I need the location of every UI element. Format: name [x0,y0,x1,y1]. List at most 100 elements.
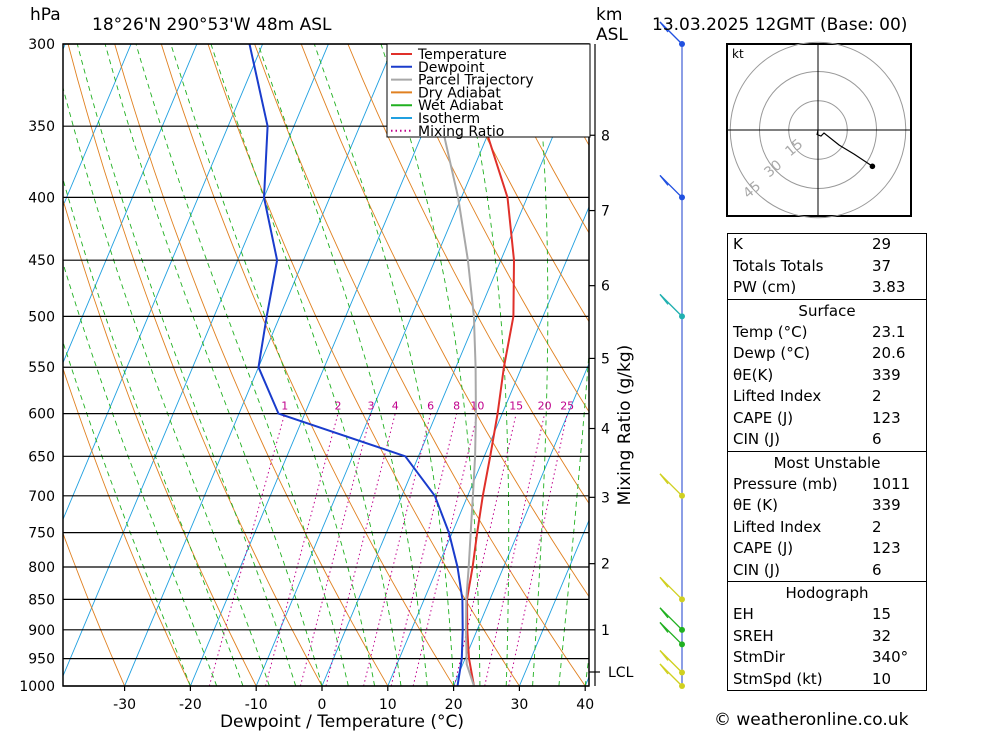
index-label: Totals Totals [733,256,824,275]
wind-barb-dot [679,41,685,47]
index-row: K 29 [728,234,926,256]
index-label: CIN (J) [733,430,781,448]
isotherm-line [0,7,15,686]
wet-adiabat-line [210,44,402,686]
index-label: StmSpd (kt) [733,669,823,688]
mixing-ratio-line [390,413,458,686]
pressure-tick-label: 850 [28,592,55,608]
mixing-ratio-axis-label: Mixing Ratio (g/kg) [615,345,635,506]
index-value: 123 [872,539,901,557]
legend-label: Isotherm [418,111,480,127]
pressure-tick-label: 300 [28,37,55,53]
legend-label: Dewpoint [418,60,485,76]
wet-adiabat-line [380,44,481,686]
wind-barb-flag [659,473,669,485]
mixing-ratio-line [484,413,546,686]
most-unstable-title: Most Unstable [773,453,881,472]
mixing-ratio-labels: 1 2 3 4 6 8 10 15 20 25 [281,400,574,413]
profile-parcel-trajectory [419,44,477,686]
wet-adiabat-line [104,44,323,686]
wet-adiabat-line [313,44,455,686]
mixing-ratio-value: 6 [427,400,434,413]
pressure-tick-label: 400 [28,190,55,206]
index-label: EH [733,605,754,623]
isotherm-line [387,205,589,686]
wind-barb-dot [679,313,685,320]
index-row: CIN (J) 6 [728,429,926,451]
index-label: Lifted Index [733,517,822,536]
dry-adiabat-line [954,44,1000,686]
pressure-tick-label: 600 [28,407,55,423]
surface-title: Surface [798,301,856,320]
pressure-tick-label: 550 [28,360,55,376]
hodograph-title: Hodograph [785,584,869,602]
wet-adiabat-line [170,44,376,686]
pressure-tick-label: 650 [28,449,55,465]
index-value: 339 [872,365,901,384]
index-row: SREH 32 [728,626,926,648]
pressure-tick-label: 950 [28,652,55,668]
pressure-unit-label: hPa [30,5,61,25]
mixing-ratio-value: 1 [281,400,288,413]
wet-adiabat-line [456,44,510,686]
temperature-tick-label: 30 [510,697,528,713]
temperature-tick-label: 40 [576,697,594,713]
wind-barb-dot [679,596,685,603]
credit-text: © weatheronline.co.uk [714,710,909,730]
isotherm-line [63,44,329,678]
dry-adiabat-line [160,44,454,686]
index-label: SREH [733,626,774,645]
index-label: CAPE (J) [733,539,794,557]
wind-barb-dot [679,492,685,499]
wet-adiabat-line [63,177,244,686]
index-row: θE (K) 339 [728,495,926,517]
dry-adiabat-line [67,44,323,686]
indices-table: K 29 Totals Totals 37 PW (cm) 3.83 Surface Te… [727,233,927,691]
location-title: 18°26'N 290°53'W 48m ASL [92,15,332,35]
index-label: Dewp (°C) [733,344,811,362]
index-value: 23.1 [872,322,906,341]
dry-adiabat-line [63,532,126,686]
hodograph-trace [816,129,873,167]
mixing-ratio-line [299,413,372,686]
dry-adiabat-line [487,44,589,234]
dry-adiabat-line [347,44,589,505]
wind-barb-flag [659,650,669,661]
pressure-tick-label: 900 [28,623,55,639]
pressure-tick-label: 350 [28,119,55,135]
dry-adiabat-line [63,198,257,686]
height-tick-label: 1 [601,623,610,639]
height-unit-label-asl: ASL [596,25,628,45]
index-row: CIN (J) 6 [728,560,926,582]
profile-lines [248,44,516,686]
temperature-tick-label: -30 [113,697,136,713]
pressure-tick-label: 1000 [19,679,55,695]
isotherm-line [63,44,132,208]
index-row: Lifted Index 2 [728,517,926,539]
index-row: Totals Totals 37 [728,256,926,278]
index-value: 3.83 [872,278,906,296]
index-value: 2 [872,517,882,536]
wet-adiabat-line [558,348,589,686]
index-row: EH 15 [728,604,926,626]
x-axis-label: Dewpoint / Temperature (°C) [220,712,464,732]
surface-box: Surface Temp (°C) 23.1 Dewp (°C) 20.6 θE(K) 3… [727,299,927,452]
index-label: θE(K) [733,365,774,384]
index-value: 123 [872,408,901,427]
index-row: StmDir 340° [728,647,926,669]
index-value: 20.6 [872,344,906,362]
wind-barb-flag [659,293,669,305]
index-row: θE(K) 339 [728,365,926,387]
height-tick-label: 5 [601,351,610,367]
temperature-tick-label: -10 [245,697,268,713]
wind-barb-flag [659,663,669,675]
index-value: 6 [872,560,882,579]
wind-barbs [659,21,685,689]
isobar-lines [63,43,589,687]
wind-barb-dot [679,641,685,648]
isotherm-line [518,519,589,686]
hodograph-indices-box: Hodograph EH 15 SREH 32 StmDir 340° StmSpd (kt… [727,582,927,691]
mixing-ratio-value: 3 [368,400,375,413]
